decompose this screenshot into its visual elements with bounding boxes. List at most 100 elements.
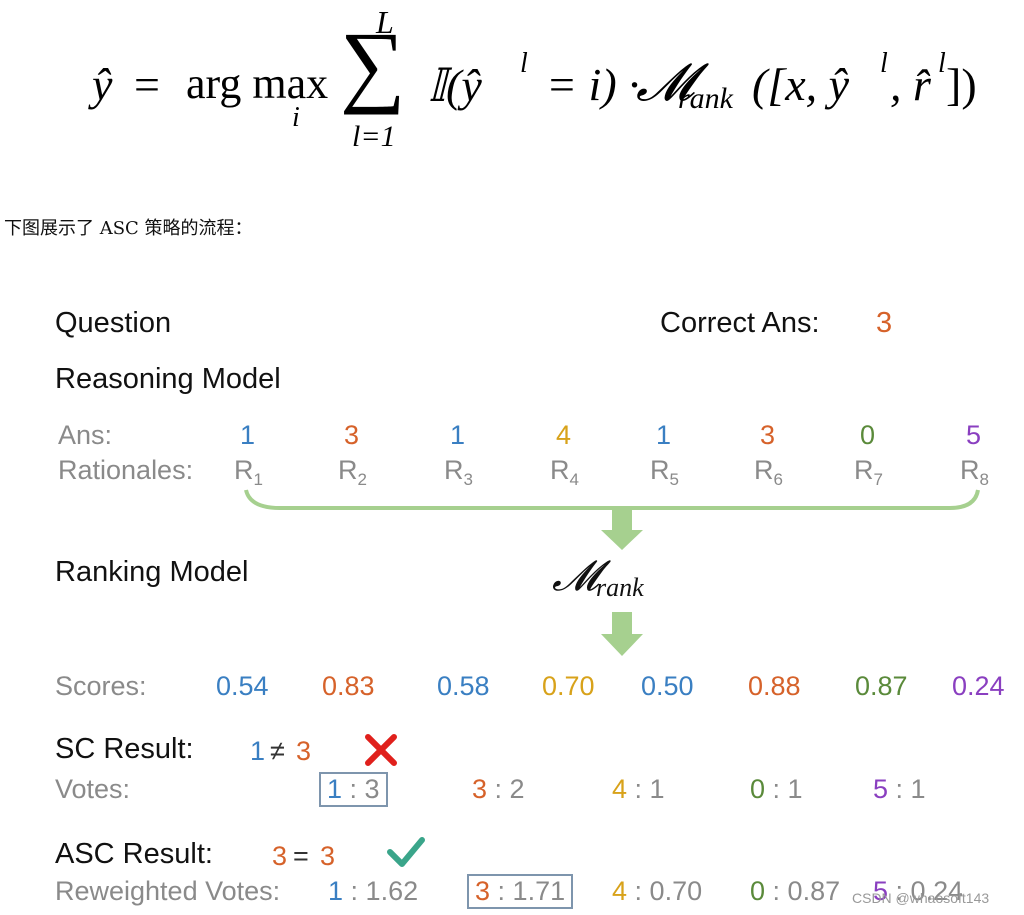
vote-key: 5 <box>873 876 889 906</box>
reasoning-model-label: Reasoning Model <box>55 363 281 395</box>
check-icon <box>387 837 425 867</box>
vote-entry: 0 : 0.87 <box>750 876 840 907</box>
vote-separator: : <box>342 774 365 804</box>
vote-count: 1.71 <box>512 876 566 906</box>
rationales-label: Rationales: <box>58 455 194 485</box>
score-value: 0.88 <box>748 671 801 701</box>
formula-argmax: arg max <box>186 59 329 108</box>
ranking-model-sub: rank <box>596 573 644 602</box>
formula-lhs: ŷ <box>92 59 113 110</box>
vote-key: 0 <box>750 876 766 906</box>
score-value: 0.70 <box>542 671 595 701</box>
score-value: 0.58 <box>437 671 490 701</box>
sc-result-left: 1 <box>250 736 266 766</box>
rationales-bracket <box>244 489 980 510</box>
vote-key: 4 <box>612 774 628 804</box>
vote-entry: 3 : 2 <box>472 774 525 805</box>
rationale-index: 1 <box>253 470 263 489</box>
vote-entry: 1 : 3 <box>319 772 388 807</box>
rationale: R1 <box>234 455 263 490</box>
rationale-index: 3 <box>463 470 473 489</box>
formula-args: ([x, ŷ <box>752 59 850 110</box>
rationale-letter: R <box>338 455 358 485</box>
rationale: R4 <box>550 455 579 490</box>
rationale-index: 8 <box>979 470 989 489</box>
answer-value: 5 <box>966 420 982 450</box>
answer-value: 4 <box>556 420 572 450</box>
answer-value: 1 <box>450 420 466 450</box>
rationale-index: 6 <box>773 470 783 489</box>
vote-count: 2 <box>509 774 525 804</box>
vote-count: 1 <box>910 774 926 804</box>
vote-count: 1.62 <box>365 876 419 906</box>
formula-sum-bottom: l=1 <box>352 120 396 153</box>
rationale: R5 <box>650 455 679 490</box>
formula-sum-top: L <box>376 4 394 40</box>
score-value: 0.54 <box>216 671 269 701</box>
vote-count: 3 <box>364 774 380 804</box>
vote-separator: : <box>627 774 650 804</box>
votes-label: Votes: <box>55 774 131 804</box>
rationale-index: 4 <box>569 470 579 489</box>
ranking-model-symbol: 𝓜 <box>552 554 600 600</box>
answer-value: 1 <box>240 420 256 450</box>
formula-indicator-sup: l <box>520 48 528 79</box>
formula-args-sup1: l <box>880 48 888 79</box>
rationale: R7 <box>854 455 883 490</box>
reweighted-votes-label: Reweighted Votes: <box>55 876 281 906</box>
answer-value: 1 <box>656 420 672 450</box>
asc-result-label: ASC Result: <box>55 838 213 870</box>
vote-separator: : <box>888 876 911 906</box>
rationale-index: 2 <box>357 470 367 489</box>
answer-value: 3 <box>760 420 776 450</box>
vote-count: 0.70 <box>649 876 703 906</box>
answer-value: 3 <box>344 420 360 450</box>
vote-key: 1 <box>328 876 344 906</box>
score-value: 0.50 <box>641 671 694 701</box>
formula-equals: = <box>134 59 160 110</box>
rationale-letter: R <box>444 455 464 485</box>
watermark: CSDN @whaosoft143 <box>852 890 990 906</box>
vote-entry: 4 : 0.70 <box>612 876 702 907</box>
vote-entry: 0 : 1 <box>750 774 803 805</box>
sum-symbol: ∑ <box>340 13 406 115</box>
vote-separator: : <box>627 876 650 906</box>
rationale: R6 <box>754 455 783 490</box>
ans-label: Ans: <box>58 420 113 450</box>
correct-answer-value: 3 <box>876 307 893 339</box>
intro-text: 下图展示了 ASC 策略的流程： <box>4 218 253 239</box>
asc-result-op: = <box>293 841 309 871</box>
vote-key: 1 <box>327 774 343 804</box>
vote-separator: : <box>765 876 788 906</box>
vote-key: 3 <box>475 876 491 906</box>
formula-args-sup2: l <box>938 48 946 79</box>
down-arrow-1 <box>601 508 643 550</box>
rationale: R3 <box>444 455 473 490</box>
rationale-index: 7 <box>873 470 883 489</box>
scores-label: Scores: <box>55 671 147 701</box>
formula-indicator-rest: = i) · <box>546 59 640 110</box>
rationale-letter: R <box>960 455 980 485</box>
rationale-letter: R <box>754 455 774 485</box>
vote-separator: : <box>490 876 513 906</box>
vote-count: 0.24 <box>910 876 964 906</box>
asc-result-right: 3 <box>320 841 336 871</box>
formula-args-end: ]) <box>946 59 977 110</box>
ranking-model-label: Ranking Model <box>55 556 249 588</box>
vote-count: 1 <box>649 774 665 804</box>
answer-value: 0 <box>860 420 876 450</box>
vote-key: 0 <box>750 774 766 804</box>
score-value: 0.87 <box>855 671 908 701</box>
score-value: 0.24 <box>952 671 1005 701</box>
vote-separator: : <box>765 774 788 804</box>
vote-count: 0.87 <box>787 876 841 906</box>
rationale-letter: R <box>854 455 874 485</box>
rationale-index: 5 <box>669 470 679 489</box>
sc-result-right: 3 <box>296 736 312 766</box>
vote-entry: 1 : 1.62 <box>328 876 418 907</box>
score-value: 0.83 <box>322 671 375 701</box>
rationale: R2 <box>338 455 367 490</box>
formula-argmax-sub: i <box>292 102 300 133</box>
rationale-letter: R <box>550 455 570 485</box>
